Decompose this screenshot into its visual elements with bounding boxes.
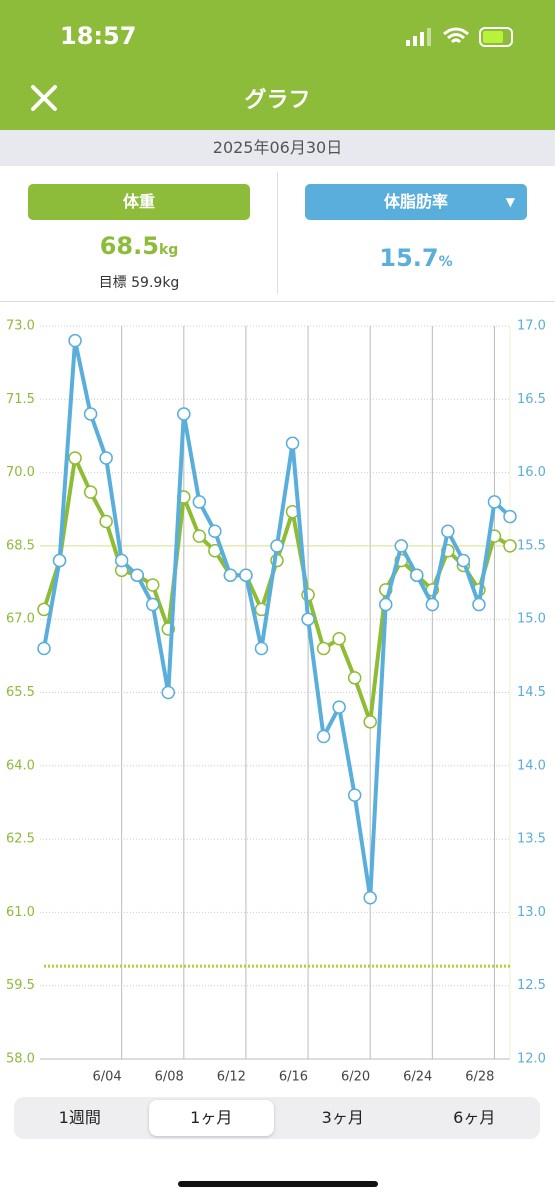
data-point <box>192 495 207 509</box>
goal-value: 59.9 <box>131 275 163 291</box>
y-tick-label: 61.0 <box>6 905 35 920</box>
y2-tick-label: 12.5 <box>517 978 546 993</box>
x-tick-label: 6/08 <box>155 1070 184 1085</box>
weight-value: 68.5kg <box>28 232 250 260</box>
data-point <box>130 568 144 582</box>
y2-tick-label: 12.0 <box>517 1052 546 1067</box>
y-tick-label: 65.5 <box>6 685 35 700</box>
chart: 58.0 59.5 61.0 62.5 64.0 65.5 67.0 68.5 70.0 71.5… <box>6 319 546 1085</box>
weight-button[interactable]: 体重 <box>28 184 250 220</box>
data-point <box>68 333 82 348</box>
home-indicator <box>178 1181 378 1187</box>
data-point <box>347 671 362 685</box>
y2-tick-label: 15.5 <box>517 538 546 553</box>
x-tick-label: 6/12 <box>217 1070 246 1085</box>
data-point <box>363 890 377 905</box>
data-point <box>316 729 331 744</box>
data-point <box>223 568 238 582</box>
y2-tick-label: 17.0 <box>517 319 546 334</box>
data-point <box>410 568 424 582</box>
data-point <box>177 407 191 421</box>
period-tab[interactable]: 1ヶ月 <box>148 1100 274 1136</box>
x-tick-label: 6/16 <box>279 1070 308 1085</box>
data-point <box>472 597 486 612</box>
weight-unit: kg <box>158 242 179 258</box>
date-bar: 2025年06月30日 <box>0 130 555 166</box>
data-point <box>68 451 82 465</box>
data-point <box>363 715 377 729</box>
y2-tick-label: 13.0 <box>517 905 546 920</box>
period-tab[interactable]: 3ヶ月 <box>321 1108 364 1127</box>
data-point <box>99 451 113 465</box>
period-tabs: 1週間 1ヶ月 3ヶ月 6ヶ月 <box>14 1097 540 1139</box>
x-tick-label: 6/20 <box>341 1070 370 1085</box>
data-point <box>456 553 471 568</box>
data-point <box>52 553 67 568</box>
data-point <box>83 485 98 499</box>
period-tab[interactable]: 6ヶ月 <box>453 1108 496 1127</box>
data-point <box>301 612 315 626</box>
data-point <box>347 788 362 802</box>
y-tick-label: 71.5 <box>6 392 35 407</box>
y2-tick-label: 16.0 <box>517 465 546 480</box>
data-point <box>254 641 269 656</box>
data-point <box>145 597 160 612</box>
data-point <box>145 578 160 592</box>
period-tab[interactable]: 1週間 <box>58 1108 101 1127</box>
data-point <box>37 641 51 656</box>
data-point <box>332 631 346 646</box>
data-point <box>441 524 455 538</box>
y-tick-label: 68.5 <box>6 538 35 553</box>
data-point <box>503 539 517 553</box>
data-point <box>161 685 176 700</box>
goal-unit: kg <box>162 275 180 291</box>
data-point <box>99 514 113 529</box>
y2-tick-label: 14.5 <box>517 685 546 700</box>
y-tick-label: 70.0 <box>6 465 35 480</box>
data-point <box>503 509 517 524</box>
x-tick-label: 6/28 <box>465 1070 494 1085</box>
divider <box>277 172 278 294</box>
y-tick-label: 59.5 <box>6 978 35 993</box>
data-point <box>270 539 284 553</box>
status-time: 18:57 <box>60 22 137 50</box>
data-point <box>192 529 207 543</box>
y-tick-label: 73.0 <box>6 319 35 334</box>
fat-label: 体脂肪率 <box>383 192 448 211</box>
data-point <box>239 568 253 582</box>
y2-tick-label: 14.0 <box>517 758 546 773</box>
data-point <box>114 553 129 568</box>
header-title: グラフ <box>244 88 311 113</box>
data-point <box>425 597 440 612</box>
data-point <box>332 700 346 714</box>
close-button[interactable] <box>30 84 58 112</box>
status-icons <box>406 27 513 47</box>
y-tick-label: 67.0 <box>6 612 35 627</box>
data-point <box>487 495 502 509</box>
data-point <box>83 407 98 421</box>
data-point <box>378 597 393 612</box>
data-point <box>285 436 300 451</box>
fat-unit: % <box>438 254 453 270</box>
data-point <box>208 524 222 538</box>
y2-tick-label: 16.5 <box>517 392 546 407</box>
data-point <box>394 539 409 553</box>
y-tick-label: 64.0 <box>6 758 35 773</box>
goal: 目標 59.9kg <box>28 272 250 292</box>
fat-value: 15.7% <box>305 244 527 272</box>
y2-tick-label: 13.5 <box>517 832 546 847</box>
y-tick-label: 58.0 <box>6 1052 35 1067</box>
app-header: 18:57 グラフ <box>0 0 555 130</box>
x-tick-label: 6/04 <box>92 1070 121 1085</box>
weight-number: 68.5 <box>99 232 159 260</box>
goal-label: 目標 <box>98 275 127 291</box>
x-tick-label: 6/24 <box>403 1070 432 1085</box>
divider <box>0 301 555 302</box>
fat-number: 15.7 <box>379 244 439 272</box>
fat-button[interactable]: 体脂肪率 ▼ <box>305 184 527 220</box>
y2-tick-label: 15.0 <box>517 612 546 627</box>
data-point <box>316 641 331 656</box>
y-tick-label: 62.5 <box>6 832 35 847</box>
